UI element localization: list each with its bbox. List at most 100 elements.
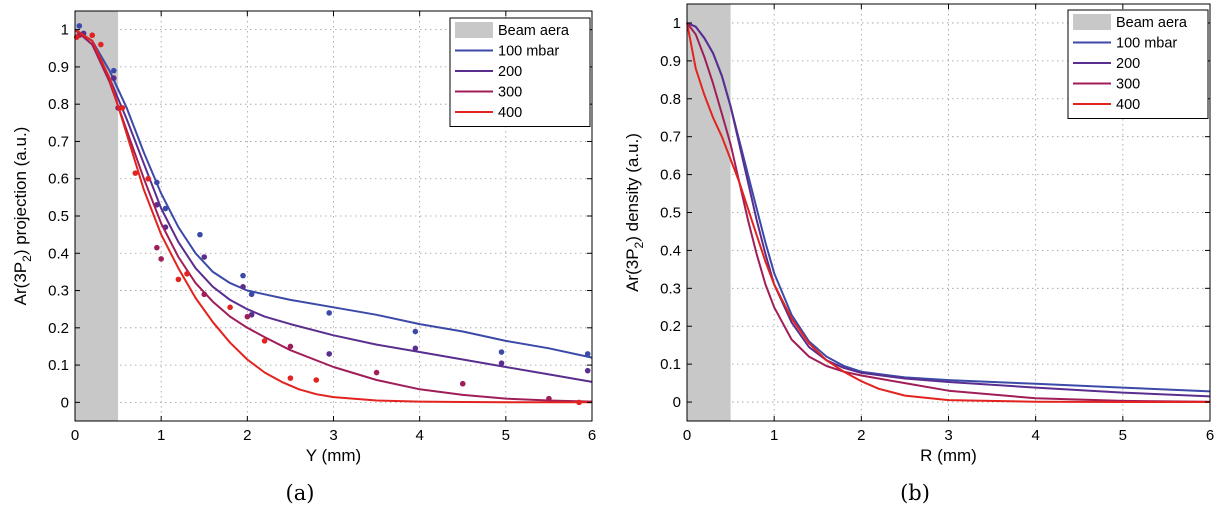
chart1-data-point-1-6 bbox=[248, 311, 255, 318]
chart1-data-point-2-9 bbox=[546, 395, 552, 402]
chart1-data-point-0-0 bbox=[76, 23, 83, 29]
chart1-data-point-0-3 bbox=[162, 205, 169, 212]
chart1-data-point-3-2 bbox=[98, 41, 104, 48]
chart1-data-point-0-9 bbox=[498, 349, 505, 355]
chart1-data-point-0-5 bbox=[240, 272, 246, 279]
chart1-data-point-2-3 bbox=[158, 256, 164, 262]
chart2-x-tick-label-4: 4 bbox=[1031, 427, 1039, 444]
chart2-x-tick-label-5: 5 bbox=[1119, 427, 1127, 444]
chart1-data-point-3-6 bbox=[175, 276, 182, 283]
chart1-data-point-3-7 bbox=[184, 270, 190, 277]
chart2-y-tick-label-9: 0.9 bbox=[660, 53, 681, 70]
chart1-legend-label-2: 300 bbox=[498, 85, 522, 101]
chart2-legend-swatch-beam bbox=[1073, 14, 1111, 30]
chart1-data-point-3-11 bbox=[313, 377, 320, 383]
chart2-y-tick-label-10: 1 bbox=[673, 15, 681, 32]
chart1-data-point-1-8 bbox=[412, 345, 419, 352]
chart1-data-point-2-8 bbox=[459, 380, 466, 387]
chart1-data-point-1-7 bbox=[326, 351, 332, 357]
chart2-group: 0 1 2 3 4 5 6 0 0.1 0.2 0.3 0.4 0.5 0.6 0.7 0.8 0.9 1 R (m… bbox=[623, 3, 1214, 505]
chart1-data-point-1-1 bbox=[110, 75, 117, 81]
chart1-legend-label-beam: Beam aera bbox=[498, 23, 570, 39]
chart1-series-line-2 bbox=[74, 28, 593, 403]
chart2-legend-label-3: 400 bbox=[1116, 97, 1140, 113]
chart2-x-tick-label-2: 2 bbox=[857, 427, 865, 444]
chart2-y-tick-label-8: 0.8 bbox=[660, 91, 681, 108]
chart1-data-point-0-2 bbox=[154, 179, 160, 186]
chart2-series-line-2 bbox=[686, 22, 1211, 403]
chart1-data-point-3-8 bbox=[227, 304, 233, 311]
chart2-y-axis-label: Ar(3P2) density (a.u.) bbox=[623, 133, 646, 292]
chart1-legend: Beam aera 100 mbar 200 300 400 bbox=[449, 17, 591, 127]
chart2-legend-label-0: 100 mbar bbox=[1116, 36, 1177, 52]
chart1-series-line-0 bbox=[74, 28, 593, 359]
chart1-data-point-2-7 bbox=[373, 369, 380, 376]
chart1-data-point-0-10 bbox=[584, 351, 591, 357]
chart1-data-point-0-7 bbox=[326, 310, 332, 316]
chart2-x-tick-label-1: 1 bbox=[770, 427, 778, 444]
chart2-y-tick-label-7: 0.7 bbox=[660, 129, 681, 146]
chart1-x-tick-label-0: 0 bbox=[71, 427, 79, 444]
chart1-data-point-2-6 bbox=[287, 343, 294, 350]
chart1-series-line-3 bbox=[74, 28, 592, 404]
chart1-y-tick-label-5: 0.5 bbox=[48, 208, 69, 225]
chart1-y-tick-label-6: 0.6 bbox=[48, 171, 69, 188]
chart2-legend: Beam aera 100 mbar 200 300 400 bbox=[1067, 9, 1209, 119]
chart1-data-point-2-5 bbox=[244, 313, 251, 320]
chart2-y-tick-label-2: 0.2 bbox=[660, 318, 681, 335]
chart1-data-point-2-4 bbox=[201, 291, 208, 298]
chart2-y-tick-label-4: 0.4 bbox=[660, 242, 681, 259]
chart1-y-tick-label-7: 0.7 bbox=[48, 133, 69, 150]
chart1-data-point-3-5 bbox=[145, 175, 152, 182]
chart1-data-point-3-1 bbox=[89, 32, 96, 39]
chart1-y-tick-label-9: 0.9 bbox=[48, 59, 69, 76]
chart1-data-point-2-2 bbox=[154, 244, 160, 251]
chart1-group: 0 1 2 3 4 5 6 0 0.1 0.2 0.3 0.4 0.5 0.6 0.7 0.8 0.9 1 Y (m… bbox=[11, 10, 596, 505]
chart1-y-tick-label-10: 1 bbox=[61, 22, 69, 39]
chart1-y-tick-label-0: 0 bbox=[61, 394, 69, 411]
chart1-x-tick-label-6: 6 bbox=[588, 427, 596, 444]
chart2-y-tick-label-6: 0.6 bbox=[660, 167, 681, 184]
chart1-data-point-0-6 bbox=[248, 291, 255, 298]
chart1-data-point-3-12 bbox=[576, 399, 582, 406]
chart1-x-tick-label-3: 3 bbox=[329, 427, 337, 444]
chart1-x-tick-label-4: 4 bbox=[415, 427, 423, 444]
chart1-y-axis-label-post: ) projection (a.u.) bbox=[11, 127, 30, 256]
chart1-data-point-1-5 bbox=[240, 284, 246, 290]
chart1-data-point-0-4 bbox=[197, 231, 203, 238]
chart1-legend-label-0: 100 mbar bbox=[498, 44, 559, 60]
chart2-beam-area bbox=[687, 4, 731, 421]
chart1-data-point-3-10 bbox=[287, 375, 294, 381]
chart1-x-tick-label-1: 1 bbox=[157, 427, 165, 444]
chart1-y-tick-label-8: 0.8 bbox=[48, 96, 69, 113]
chart1-beam-area bbox=[75, 11, 119, 421]
chart1-data-point-3-3 bbox=[119, 105, 126, 111]
chart1-y-tick-label-3: 0.3 bbox=[48, 283, 69, 300]
chart2-y-tick-label-3: 0.3 bbox=[660, 280, 681, 297]
chart2-panel-caption: (b) bbox=[900, 481, 930, 505]
chart2-legend-label-1: 200 bbox=[1116, 56, 1140, 72]
chart1-data-point-1-9 bbox=[498, 360, 505, 367]
chart2-y-axis-label-sub: 2 bbox=[632, 241, 646, 248]
chart1-y-tick-label-1: 0.1 bbox=[48, 357, 69, 374]
chart2-series-line-3 bbox=[686, 22, 1210, 403]
chart2-x-tick-label-0: 0 bbox=[683, 427, 691, 444]
chart1-y-axis-label-sub: 2 bbox=[20, 255, 34, 262]
chart2-y-axis-label-pre: Ar(3P bbox=[623, 248, 642, 291]
chart2-legend-label-2: 300 bbox=[1116, 77, 1140, 93]
chart1-legend-swatch-beam bbox=[455, 22, 493, 38]
chart1-data-point-1-10 bbox=[584, 367, 591, 374]
chart1-legend-label-1: 200 bbox=[498, 64, 522, 80]
chart2-y-axis-label-post: ) density (a.u.) bbox=[623, 133, 642, 242]
chart1-series-line-1 bbox=[74, 28, 593, 383]
chart1-x-tick-label-2: 2 bbox=[243, 427, 251, 444]
chart1-y-axis-label-pre: Ar(3P bbox=[11, 262, 30, 305]
chart2-legend-label-beam: Beam aera bbox=[1116, 15, 1188, 31]
chart1-x-tick-label-5: 5 bbox=[502, 427, 510, 444]
chart1-panel-caption: (a) bbox=[286, 481, 315, 505]
chart1-y-tick-label-2: 0.2 bbox=[48, 320, 69, 337]
chart2-y-tick-label-0: 0 bbox=[673, 394, 681, 411]
chart2-y-tick-label-1: 0.1 bbox=[660, 356, 681, 373]
chart1-data-point-3-9 bbox=[261, 338, 268, 344]
